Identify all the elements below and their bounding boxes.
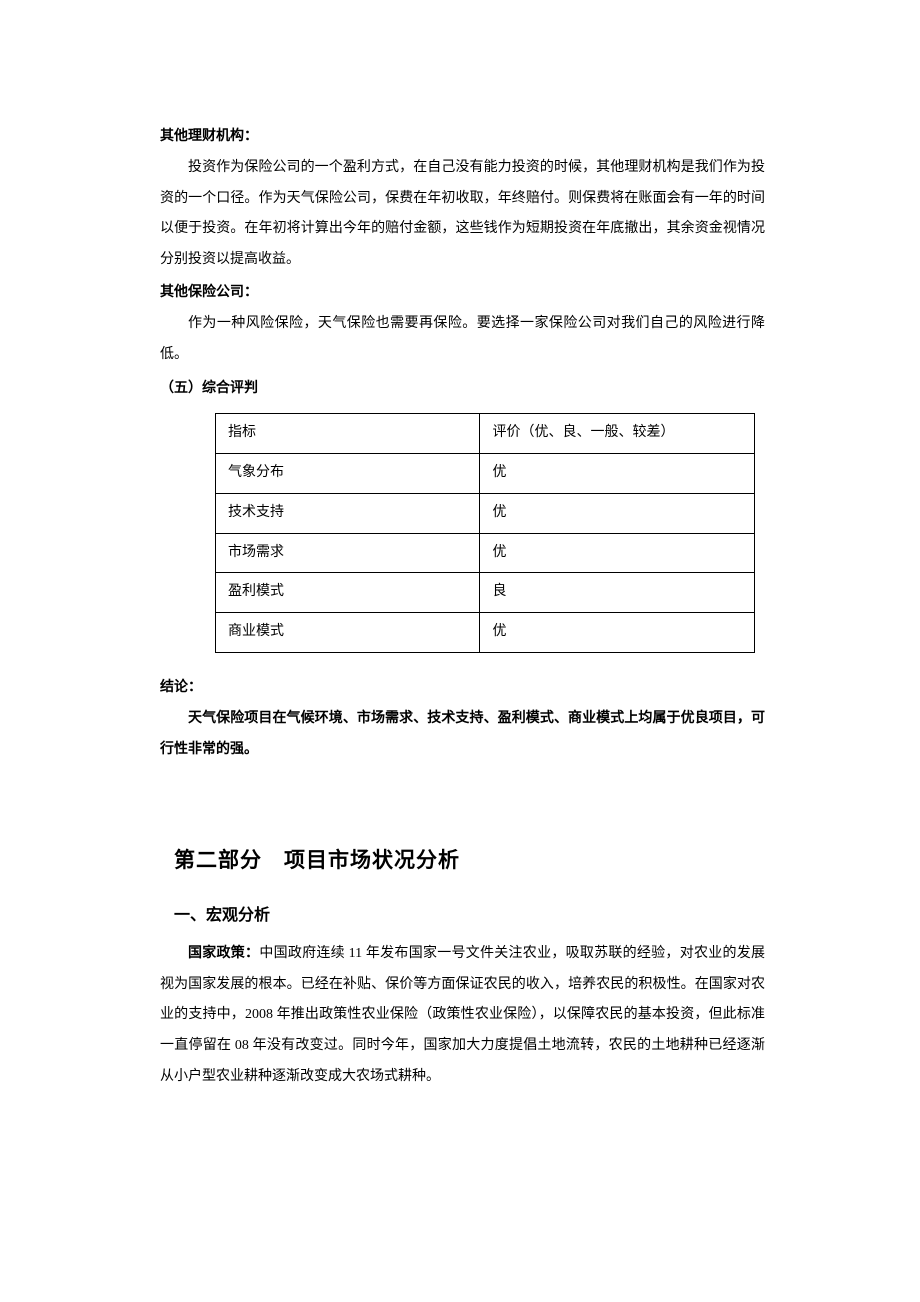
table-row: 市场需求 优 bbox=[216, 533, 755, 573]
table-cell-indicator: 技术支持 bbox=[216, 493, 480, 533]
conclusion-text: 天气保险项目在气候环境、市场需求、技术支持、盈利模式、商业模式上均属于优良项目，… bbox=[160, 704, 765, 766]
table-cell-rating: 良 bbox=[480, 573, 755, 613]
table-header-col2: 评价（优、良、一般、较差） bbox=[480, 414, 755, 454]
table-cell-rating: 优 bbox=[480, 613, 755, 653]
table-cell-rating: 优 bbox=[480, 493, 755, 533]
table-row: 气象分布 优 bbox=[216, 453, 755, 493]
table-cell-rating: 优 bbox=[480, 533, 755, 573]
table-header-col1: 指标 bbox=[216, 414, 480, 454]
table-row: 技术支持 优 bbox=[216, 493, 755, 533]
table-cell-indicator: 气象分布 bbox=[216, 453, 480, 493]
table-row: 商业模式 优 bbox=[216, 613, 755, 653]
evaluation-title: （五）综合评判 bbox=[160, 374, 765, 405]
evaluation-table: 指标 评价（优、良、一般、较差） 气象分布 优 技术支持 优 市场需求 优 盈利… bbox=[215, 413, 755, 653]
policy-paragraph: 国家政策：中国政府连续 11 年发布国家一号文件关注农业，吸取苏联的经验，对农业… bbox=[160, 939, 765, 1093]
policy-label: 国家政策： bbox=[188, 946, 259, 961]
table-row: 盈利模式 良 bbox=[216, 573, 755, 613]
policy-text: 中国政府连续 11 年发布国家一号文件关注农业，吸取苏联的经验，对农业的发展视为… bbox=[160, 946, 765, 1084]
table-cell-indicator: 市场需求 bbox=[216, 533, 480, 573]
table-cell-indicator: 商业模式 bbox=[216, 613, 480, 653]
other-financial-paragraph: 投资作为保险公司的一个盈利方式，在自己没有能力投资的时候，其他理财机构是我们作为… bbox=[160, 153, 765, 276]
other-financial-title: 其他理财机构： bbox=[160, 122, 765, 153]
table-cell-rating: 优 bbox=[480, 453, 755, 493]
table-header-row: 指标 评价（优、良、一般、较差） bbox=[216, 414, 755, 454]
conclusion-label: 结论： bbox=[160, 673, 765, 704]
chapter1-title: 一、宏观分析 bbox=[160, 898, 765, 933]
part2-title: 第二部分 项目市场状况分析 bbox=[160, 837, 765, 883]
other-insurance-paragraph: 作为一种风险保险，天气保险也需要再保险。要选择一家保险公司对我们自己的风险进行降… bbox=[160, 309, 765, 371]
evaluation-table-container: 指标 评价（优、良、一般、较差） 气象分布 优 技术支持 优 市场需求 优 盈利… bbox=[160, 413, 765, 653]
table-cell-indicator: 盈利模式 bbox=[216, 573, 480, 613]
other-insurance-title: 其他保险公司： bbox=[160, 278, 765, 309]
